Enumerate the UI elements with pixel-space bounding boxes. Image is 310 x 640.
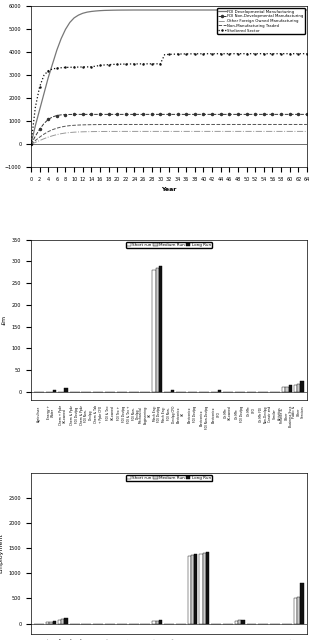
Non-Manufacturing Traded	[305, 120, 309, 128]
FDI Non-Developmental Manufacturing	[29, 140, 33, 148]
Other Foreign Owned Manufacturing	[305, 127, 309, 135]
FDI Non-Developmental Manufacturing	[271, 111, 274, 118]
Sheltered Sector	[111, 61, 115, 68]
Non-Manufacturing Traded	[271, 120, 274, 128]
Line: FDI Non-Developmental Manufacturing: FDI Non-Developmental Manufacturing	[30, 113, 308, 145]
Other Foreign Owned Manufacturing	[296, 127, 300, 135]
Other Foreign Owned Manufacturing	[94, 128, 98, 136]
FDI Developmental Manufacturing	[133, 6, 136, 14]
FDI Developmental Manufacturing	[111, 6, 115, 14]
Non-Manufacturing Traded	[120, 120, 123, 128]
Sheltered Sector	[271, 50, 274, 58]
Other Foreign Owned Manufacturing	[271, 127, 274, 135]
Sheltered Sector	[94, 62, 98, 70]
Non-Manufacturing Traded	[94, 121, 98, 129]
Non-Manufacturing Traded	[29, 140, 33, 148]
Other Foreign Owned Manufacturing	[150, 127, 153, 135]
Bar	[194, 554, 197, 623]
FDI Non-Developmental Manufacturing	[305, 111, 309, 118]
FDI Non-Developmental Manufacturing	[115, 111, 119, 118]
Bar	[294, 385, 297, 392]
Other Foreign Owned Manufacturing	[29, 140, 33, 148]
Sheltered Sector	[145, 60, 149, 68]
Bar	[156, 621, 159, 623]
Bar	[159, 266, 162, 392]
Non-Manufacturing Traded	[150, 120, 153, 128]
Bar	[199, 554, 203, 623]
Bar	[49, 622, 53, 623]
Sheltered Sector	[29, 140, 33, 148]
Line: FDI Developmental Manufacturing: FDI Developmental Manufacturing	[31, 10, 307, 144]
Bar	[235, 621, 238, 623]
Bar	[282, 387, 285, 392]
Bar	[297, 384, 300, 392]
Y-axis label: Employment: Employment	[0, 533, 3, 573]
Bar	[285, 387, 289, 392]
Bar	[61, 618, 64, 623]
Sheltered Sector	[305, 50, 309, 58]
Sheltered Sector	[296, 50, 300, 58]
Other Foreign Owned Manufacturing	[120, 127, 123, 135]
Bar	[64, 388, 68, 392]
Bar	[203, 554, 206, 623]
Other Foreign Owned Manufacturing	[176, 127, 179, 135]
FDI Developmental Manufacturing	[29, 140, 33, 148]
Bar	[152, 270, 156, 392]
Sheltered Sector	[232, 50, 236, 58]
Bar	[289, 385, 292, 392]
Bar	[297, 597, 300, 623]
Bar	[188, 556, 191, 623]
FDI Developmental Manufacturing	[271, 6, 274, 14]
Legend: FDI Developmental Manufacturing, FDI Non-Developmental Manufacturing, Other Fore: FDI Developmental Manufacturing, FDI Non…	[217, 8, 305, 34]
FDI Non-Developmental Manufacturing	[98, 111, 102, 118]
Bar	[156, 268, 159, 392]
Bar	[206, 552, 209, 623]
Y-axis label: £m: £m	[1, 315, 6, 325]
Bar	[53, 621, 56, 623]
Sheltered Sector	[171, 51, 175, 58]
Bar	[58, 620, 61, 623]
Bar	[46, 622, 49, 623]
Bar	[238, 620, 241, 623]
FDI Developmental Manufacturing	[176, 6, 179, 14]
Bar	[218, 390, 221, 392]
Other Foreign Owned Manufacturing	[111, 127, 115, 135]
FDI Developmental Manufacturing	[305, 6, 309, 14]
Bar	[300, 381, 303, 392]
Bar	[152, 621, 156, 623]
Bar	[53, 390, 56, 392]
Legend: Short run, Medium Run, Long Run: Short run, Medium Run, Long Run	[126, 242, 212, 248]
FDI Non-Developmental Manufacturing	[77, 111, 80, 118]
Bar	[300, 583, 303, 623]
Non-Manufacturing Traded	[176, 120, 179, 128]
FDI Developmental Manufacturing	[296, 6, 300, 14]
FDI Non-Developmental Manufacturing	[176, 111, 179, 118]
Bar	[64, 618, 68, 623]
Bar	[159, 620, 162, 623]
FDI Non-Developmental Manufacturing	[150, 111, 153, 118]
Line: Sheltered Sector: Sheltered Sector	[30, 52, 308, 145]
Legend: Short run, Medium Run, Long Run: Short run, Medium Run, Long Run	[126, 475, 212, 481]
Non-Manufacturing Traded	[111, 121, 115, 129]
Bar	[191, 555, 194, 623]
Line: Non-Manufacturing Traded: Non-Manufacturing Traded	[31, 124, 307, 144]
Non-Manufacturing Traded	[296, 120, 300, 128]
Bar	[294, 598, 297, 623]
FDI Developmental Manufacturing	[94, 7, 98, 15]
Bar	[170, 390, 174, 392]
Line: Other Foreign Owned Manufacturing: Other Foreign Owned Manufacturing	[31, 131, 307, 144]
Bar	[241, 620, 245, 623]
FDI Non-Developmental Manufacturing	[296, 111, 300, 118]
FDI Developmental Manufacturing	[150, 6, 153, 14]
X-axis label: Year: Year	[161, 188, 177, 193]
